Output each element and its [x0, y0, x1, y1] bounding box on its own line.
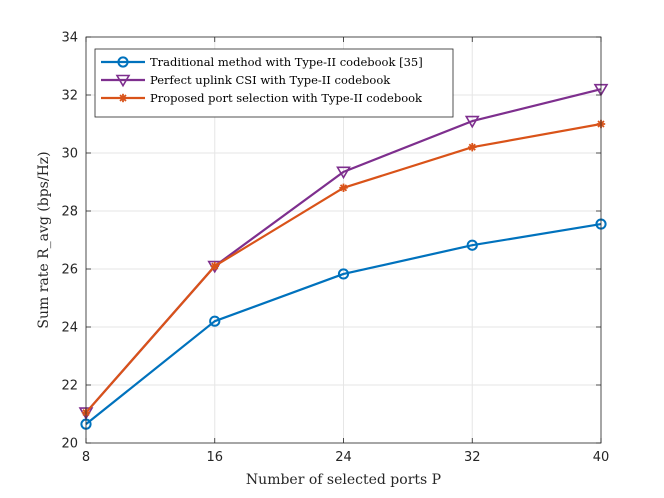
series-layer [78, 83, 609, 430]
legend: Traditional method with Type-II codebook… [94, 48, 454, 118]
x-tick-label: 16 [206, 450, 223, 465]
data-point-asterisk [468, 143, 477, 152]
data-point-circle [209, 315, 221, 327]
data-point-asterisk [118, 93, 128, 103]
legend-label: Proposed port selection with Type-II cod… [150, 91, 423, 105]
y-tick-label: 24 [61, 321, 78, 336]
legend-box [94, 48, 454, 118]
x-tick-label: 40 [593, 450, 610, 465]
x-tick-label: 24 [335, 450, 352, 465]
y-tick-label: 22 [61, 379, 78, 394]
y-tick-label: 20 [61, 437, 78, 452]
series-line [85, 222, 602, 426]
y-axis-title: Sum rate R_avg (bps/Hz) [36, 151, 52, 328]
data-point-triangle [336, 166, 351, 180]
axis-ticks: 8 16 24 32 40 20 22 24 26 28 30 32 34 [61, 31, 609, 466]
data-point-asterisk [339, 183, 348, 192]
data-point-circle [466, 239, 478, 251]
data-point-asterisk [210, 261, 219, 271]
legend-label: Perfect uplink CSI with Type-II codebook [150, 73, 391, 87]
y-tick-label: 32 [61, 89, 78, 104]
asterisk-stroke [468, 143, 476, 151]
x-tick-label: 32 [464, 450, 481, 465]
asterisk-stroke [119, 94, 127, 102]
x-tick-label: 8 [82, 450, 90, 465]
y-tick-label: 34 [61, 31, 78, 46]
data-point-circle [117, 56, 129, 68]
x-axis-title: Number of selected ports P [246, 472, 441, 488]
data-point-triangle [464, 115, 480, 129]
y-tick-label: 28 [61, 205, 78, 220]
series-3 [81, 119, 606, 417]
y-tick-label: 30 [61, 147, 78, 162]
data-point-circle [337, 268, 350, 280]
legend-label: Traditional method with Type-II codebook… [150, 55, 423, 69]
data-point-triangle [115, 74, 131, 88]
legend-entry-1: Traditional method with Type-II codebook… [101, 55, 423, 69]
legend-entry-2: Perfect uplink CSI with Type-II codebook [101, 73, 391, 88]
asterisk-stroke [339, 184, 348, 192]
y-tick-label: 26 [61, 263, 78, 278]
asterisk-stroke [211, 262, 219, 270]
legend-entry-3: Proposed port selection with Type-II cod… [101, 91, 423, 105]
